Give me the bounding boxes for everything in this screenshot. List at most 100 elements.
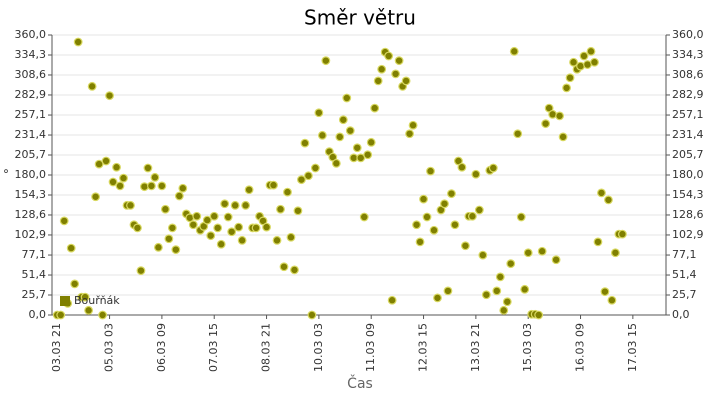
y2-tick-label: 205,7 (672, 148, 704, 161)
point (412, 220, 421, 230)
point (220, 199, 230, 209)
point (506, 259, 516, 269)
point (202, 215, 212, 225)
y2-tick-label: 25,7 (672, 288, 697, 301)
point (335, 132, 345, 142)
point (579, 51, 589, 61)
point (443, 286, 453, 296)
y2-tick-label: 102,9 (672, 228, 704, 241)
point (495, 272, 505, 282)
y2-tick-label: 360,0 (672, 28, 704, 41)
point (133, 223, 142, 233)
point (66, 243, 76, 253)
point (457, 162, 467, 172)
point (597, 188, 606, 198)
x-tick-label: 05.03 03 (103, 323, 116, 372)
point (262, 222, 271, 232)
point (143, 163, 153, 173)
y-tick-label: 205,7 (15, 148, 47, 161)
y-tick-label: 154,3 (15, 188, 47, 201)
point (213, 223, 223, 233)
point (87, 81, 97, 91)
y2-tick-label: 334,3 (672, 48, 704, 61)
y2-tick-label: 154,3 (672, 188, 704, 201)
point (555, 111, 564, 121)
point (558, 132, 568, 142)
point (206, 231, 216, 241)
point (230, 200, 240, 210)
y-tick-label: 334,3 (15, 48, 47, 61)
point (359, 212, 369, 222)
x-tick-label: 17.03 15 (626, 323, 639, 372)
point (440, 199, 449, 209)
point (534, 310, 544, 320)
x-tick-label: 08.03 21 (260, 323, 273, 372)
point (241, 200, 251, 210)
y2-tick-label: 231,4 (672, 128, 704, 141)
point (185, 213, 195, 223)
y-tick-label: 180,0 (15, 168, 47, 181)
point (467, 211, 477, 221)
y2-tick-label: 282,9 (672, 88, 704, 101)
y2-tick-label: 51,4 (672, 268, 697, 281)
point (481, 290, 491, 300)
y2-tick-label: 128,6 (672, 208, 704, 221)
point (283, 187, 292, 197)
point (56, 310, 66, 320)
point (307, 310, 317, 320)
point (80, 292, 90, 302)
point (293, 206, 303, 216)
chart-title: Směr větru (304, 6, 416, 30)
point (562, 83, 571, 93)
x-tick-label: 06.03 09 (155, 323, 168, 372)
point (499, 305, 509, 315)
point (223, 212, 233, 222)
point (342, 93, 352, 103)
point (314, 108, 324, 118)
point (192, 211, 202, 221)
point (384, 51, 394, 61)
point (70, 279, 80, 289)
point (94, 159, 104, 169)
y2-tick-label: 77,1 (672, 248, 697, 261)
point (569, 57, 578, 67)
point (290, 265, 299, 275)
point (604, 195, 613, 205)
point (391, 69, 401, 79)
point (474, 205, 484, 215)
point (227, 227, 237, 237)
point (537, 246, 547, 256)
point (331, 158, 341, 168)
point (387, 295, 397, 305)
y-tick-label: 308,6 (15, 68, 47, 81)
point (84, 305, 94, 315)
point (244, 185, 254, 195)
point (216, 239, 226, 249)
point (492, 286, 502, 296)
point (171, 245, 181, 255)
point (178, 183, 188, 193)
point (352, 143, 362, 153)
y2-tick-label: 0,0 (672, 308, 690, 321)
point (426, 166, 435, 176)
point (310, 163, 320, 173)
point (304, 171, 313, 181)
point (607, 295, 617, 305)
point (408, 120, 418, 130)
x-axis-label: Čas (347, 374, 373, 392)
point (478, 250, 488, 260)
point (366, 137, 376, 147)
y2-tick-label: 257,1 (672, 108, 704, 121)
y-tick-label: 128,6 (15, 208, 47, 221)
point (160, 204, 170, 214)
point (91, 192, 101, 202)
point (377, 64, 387, 74)
point (415, 237, 425, 247)
point (276, 204, 285, 214)
point (73, 37, 83, 47)
y2-tick-label: 308,6 (672, 68, 704, 81)
point (429, 225, 439, 235)
point (548, 109, 558, 119)
point (590, 57, 599, 67)
